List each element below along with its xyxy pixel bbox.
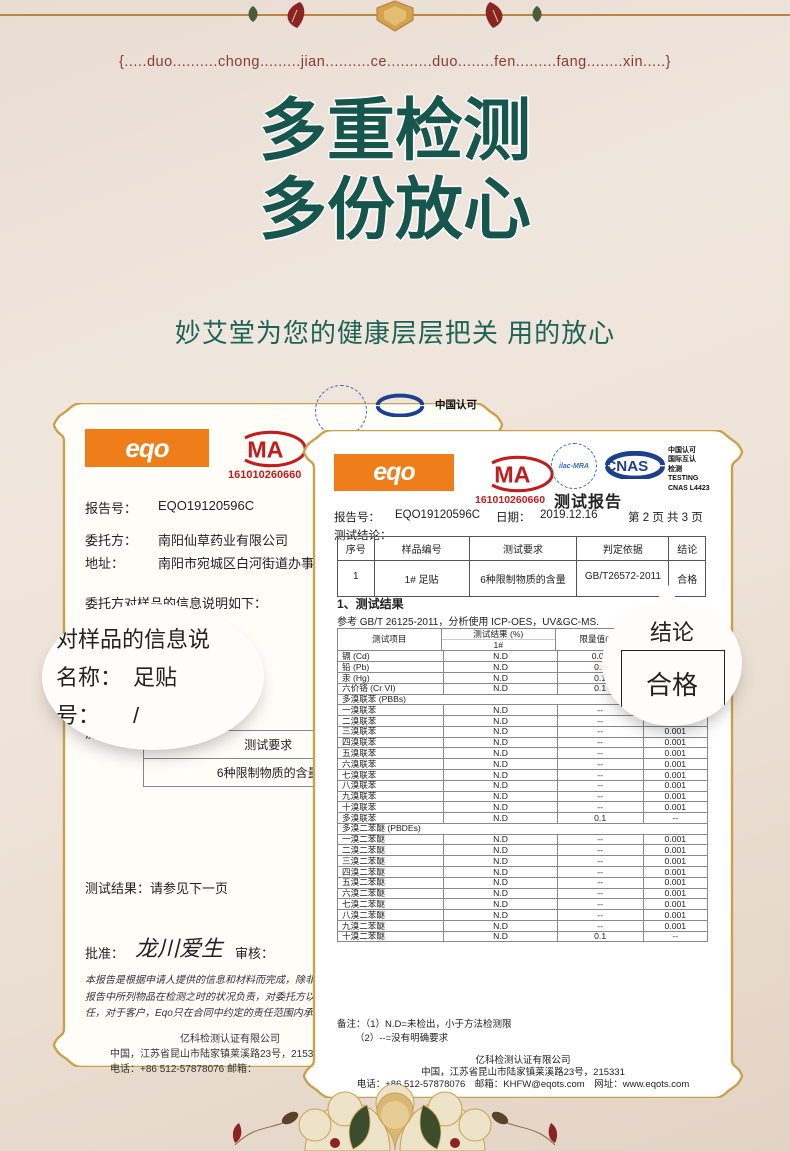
- svg-text:MA: MA: [247, 436, 283, 462]
- svg-text:MA: MA: [494, 461, 530, 487]
- svg-text:CNAS: CNAS: [605, 458, 648, 475]
